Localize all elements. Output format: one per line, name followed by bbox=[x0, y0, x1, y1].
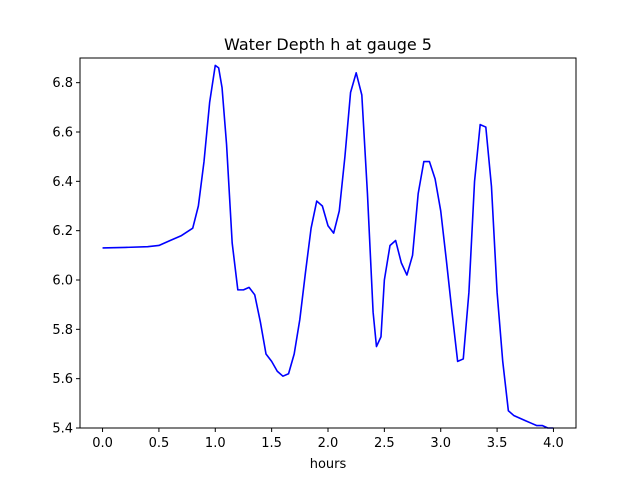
y-tick-label: 6.6 bbox=[52, 126, 73, 141]
y-tick-label: 6.4 bbox=[52, 175, 73, 190]
y-tick-label: 6.8 bbox=[52, 76, 73, 91]
y-tick-label: 6.0 bbox=[52, 274, 73, 289]
x-tick-label: 2.5 bbox=[374, 436, 395, 451]
x-axis: 0.0 0.5 1.0 1.5 2.0 2.5 3.0 3.5 4.0 bbox=[92, 428, 564, 451]
y-tick-label: 6.2 bbox=[52, 224, 73, 239]
x-tick-label: 0.0 bbox=[92, 436, 113, 451]
x-tick-label: 1.0 bbox=[205, 436, 226, 451]
x-tick-label: 2.0 bbox=[318, 436, 339, 451]
chart-title: Water Depth h at gauge 5 bbox=[224, 35, 432, 54]
x-axis-label: hours bbox=[310, 457, 347, 472]
y-axis: 5.4 5.6 5.8 6.0 6.2 6.4 6.6 6.8 bbox=[52, 76, 80, 437]
plot-frame bbox=[79, 57, 577, 429]
y-tick-label: 5.6 bbox=[52, 372, 73, 387]
y-tick-label: 5.4 bbox=[52, 422, 73, 437]
x-tick-label: 3.5 bbox=[487, 436, 508, 451]
x-tick-label: 0.5 bbox=[149, 436, 170, 451]
x-tick-label: 3.0 bbox=[430, 436, 451, 451]
x-tick-label: 1.5 bbox=[261, 436, 282, 451]
series-line-0 bbox=[102, 64, 554, 429]
y-tick-label: 5.8 bbox=[52, 323, 73, 338]
plot-area bbox=[102, 64, 554, 429]
x-tick-label: 4.0 bbox=[543, 436, 564, 451]
